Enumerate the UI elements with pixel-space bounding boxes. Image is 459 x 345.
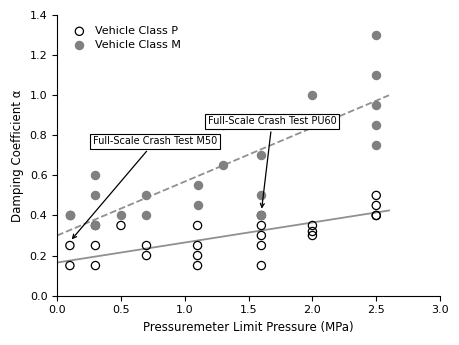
Vehicle Class M bbox=[117, 213, 124, 218]
Vehicle Class P bbox=[193, 223, 201, 228]
Vehicle Class P bbox=[257, 243, 264, 248]
Vehicle Class M bbox=[372, 32, 379, 38]
Vehicle Class P bbox=[308, 223, 315, 228]
Vehicle Class P bbox=[308, 229, 315, 234]
Vehicle Class M bbox=[66, 213, 73, 218]
Vehicle Class M bbox=[372, 142, 379, 148]
Vehicle Class P bbox=[91, 243, 99, 248]
Vehicle Class M bbox=[66, 213, 73, 218]
Vehicle Class P bbox=[372, 213, 379, 218]
Vehicle Class P bbox=[66, 243, 73, 248]
Vehicle Class M bbox=[193, 203, 201, 208]
Vehicle Class P bbox=[372, 213, 379, 218]
Vehicle Class P bbox=[257, 213, 264, 218]
Y-axis label: Damping Coefficient α: Damping Coefficient α bbox=[11, 89, 24, 221]
Vehicle Class P bbox=[257, 263, 264, 268]
Vehicle Class M bbox=[66, 213, 73, 218]
Vehicle Class P bbox=[142, 253, 150, 258]
Vehicle Class P bbox=[308, 233, 315, 238]
Vehicle Class P bbox=[66, 263, 73, 268]
Text: Full-Scale Crash Test PU60: Full-Scale Crash Test PU60 bbox=[207, 116, 336, 207]
Vehicle Class P bbox=[91, 263, 99, 268]
Vehicle Class P bbox=[257, 223, 264, 228]
Vehicle Class P bbox=[372, 203, 379, 208]
Vehicle Class M bbox=[91, 223, 99, 228]
Vehicle Class P bbox=[91, 223, 99, 228]
Vehicle Class M bbox=[91, 172, 99, 178]
Vehicle Class P bbox=[193, 253, 201, 258]
Vehicle Class M bbox=[372, 122, 379, 128]
Vehicle Class M bbox=[142, 193, 150, 198]
Vehicle Class M bbox=[91, 193, 99, 198]
Vehicle Class P bbox=[193, 243, 201, 248]
Vehicle Class P bbox=[117, 223, 124, 228]
Vehicle Class M bbox=[219, 162, 226, 168]
Vehicle Class P bbox=[372, 193, 379, 198]
Vehicle Class M bbox=[193, 183, 201, 188]
Vehicle Class M bbox=[257, 152, 264, 158]
Vehicle Class M bbox=[308, 92, 315, 98]
X-axis label: Pressuremeter Limit Pressure (MPa): Pressuremeter Limit Pressure (MPa) bbox=[143, 321, 353, 334]
Vehicle Class M bbox=[257, 193, 264, 198]
Vehicle Class P bbox=[193, 263, 201, 268]
Vehicle Class P bbox=[142, 243, 150, 248]
Legend: Vehicle Class P, Vehicle Class M: Vehicle Class P, Vehicle Class M bbox=[62, 21, 186, 55]
Vehicle Class P bbox=[257, 233, 264, 238]
Text: Full-Scale Crash Test M50: Full-Scale Crash Test M50 bbox=[73, 136, 217, 238]
Vehicle Class M bbox=[372, 102, 379, 108]
Vehicle Class M bbox=[257, 213, 264, 218]
Vehicle Class M bbox=[372, 72, 379, 78]
Vehicle Class M bbox=[142, 213, 150, 218]
Vehicle Class M bbox=[219, 122, 226, 128]
